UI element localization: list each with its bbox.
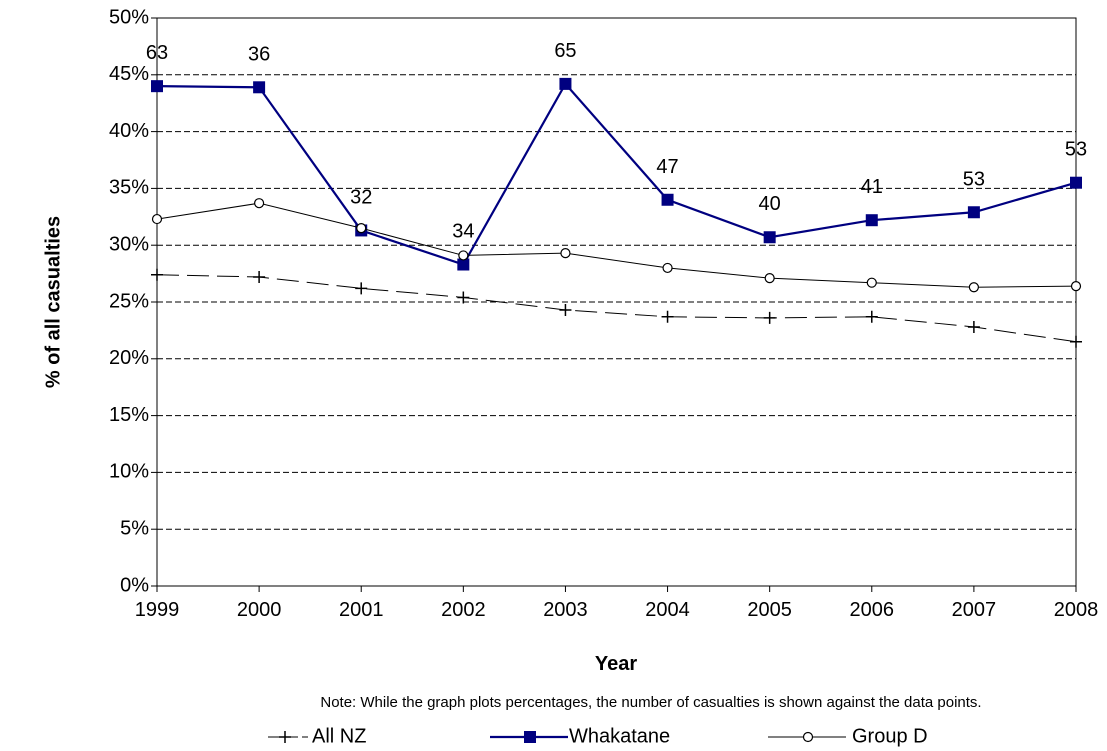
- series-group: [151, 77, 1082, 348]
- data-labels: 63 36 32 34 65 47 40 41 53 53: [146, 40, 1087, 243]
- x-axis-title: Year: [595, 653, 637, 675]
- data-label: 36: [248, 43, 270, 65]
- y-tick-label: 10%: [109, 461, 149, 483]
- data-point-all-nz: [763, 311, 776, 324]
- data-point-whakatane: [1070, 176, 1082, 189]
- data-point-all-nz: [253, 271, 266, 284]
- data-point-group-d: [254, 198, 265, 209]
- data-point-all-nz: [457, 291, 470, 304]
- data-point-group-d: [560, 248, 571, 259]
- data-point-whakatane: [457, 258, 470, 271]
- x-tick-label: 2006: [850, 599, 895, 621]
- data-point-whakatane: [559, 77, 572, 90]
- legend-item-group-d: Group D: [768, 725, 928, 747]
- y-axis: 0% 5% 10% 15% 20% 25% 30% 35% 40% 45% 50%: [109, 6, 157, 596]
- legend-label: All NZ: [312, 725, 366, 747]
- y-tick-label: 35%: [109, 177, 149, 199]
- y-tick-label: 15%: [109, 404, 149, 426]
- y-axis-title: % of all casualties: [42, 216, 64, 388]
- y-tick-label: 50%: [109, 6, 149, 28]
- series-all-nz: [151, 268, 1082, 348]
- series-line-all-nz: [156, 274, 1077, 343]
- data-point-whakatane: [967, 206, 980, 219]
- data-point-group-d: [968, 282, 979, 293]
- legend-marker: [802, 731, 814, 743]
- data-label: 40: [759, 193, 781, 215]
- y-tick-label: 5%: [120, 517, 149, 539]
- x-tick-label: 2004: [645, 599, 690, 621]
- legend-label: Whakatane: [569, 725, 670, 747]
- data-point-all-nz: [355, 282, 368, 295]
- legend-marker: [279, 731, 291, 743]
- legend-item-whakatane: Whakatane: [490, 725, 670, 747]
- x-tick-label: 1999: [135, 599, 180, 621]
- y-tick-label: 30%: [109, 233, 149, 255]
- data-point-whakatane: [661, 193, 674, 206]
- data-point-group-d: [458, 250, 469, 261]
- legend: All NZ Whakatane Group D: [268, 725, 928, 747]
- data-label: 65: [554, 40, 576, 62]
- data-point-all-nz: [151, 268, 163, 281]
- data-label: 47: [656, 156, 678, 178]
- x-tick-label: 2001: [339, 599, 384, 621]
- legend-item-all-nz: All NZ: [268, 725, 366, 747]
- data-label: 53: [963, 168, 985, 190]
- y-tick-label: 45%: [109, 63, 149, 85]
- gridlines: [157, 74, 1076, 530]
- y-tick-label: 40%: [109, 120, 149, 142]
- data-label: 32: [350, 186, 372, 208]
- chart-note: Note: While the graph plots percentages,…: [320, 694, 981, 711]
- x-tick-label: 2005: [747, 599, 792, 621]
- data-point-all-nz: [661, 310, 674, 323]
- data-point-all-nz: [559, 303, 572, 316]
- y-tick-label: 0%: [120, 574, 149, 596]
- data-point-whakatane: [151, 80, 163, 93]
- x-tick-label: 2003: [543, 599, 588, 621]
- data-point-group-d: [1070, 280, 1082, 292]
- data-label: 34: [452, 221, 474, 243]
- data-point-group-d: [662, 262, 673, 274]
- y-tick-label: 25%: [109, 290, 149, 312]
- series-whakatane: [151, 77, 1082, 271]
- data-point-group-d: [151, 213, 163, 225]
- data-point-group-d: [356, 223, 367, 234]
- data-point-whakatane: [763, 231, 776, 244]
- series-line-whakatane: [156, 82, 1077, 266]
- legend-marker: [524, 731, 536, 743]
- x-tick-label: 2000: [237, 599, 282, 621]
- series-line-group-d: [156, 202, 1077, 288]
- data-label: 53: [1065, 139, 1087, 161]
- data-point-group-d: [764, 273, 775, 284]
- data-point-all-nz: [967, 320, 980, 333]
- series-group-d: [151, 198, 1082, 293]
- x-tick-label: 2007: [952, 599, 997, 621]
- x-tick-label: 2002: [441, 599, 486, 621]
- legend-label: Group D: [852, 725, 928, 747]
- y-tick-label: 20%: [109, 347, 149, 369]
- x-tick-label: 2008: [1054, 599, 1099, 621]
- data-point-group-d: [866, 277, 877, 288]
- data-label: 41: [861, 176, 883, 198]
- data-point-whakatane: [253, 81, 266, 94]
- data-point-whakatane: [865, 214, 878, 227]
- data-label: 63: [146, 42, 168, 64]
- data-point-all-nz: [1070, 335, 1082, 348]
- x-axis: 1999 2000 2001 2002 2003 2004 2005 2006 2007 2008: [135, 586, 1099, 621]
- data-point-all-nz: [865, 310, 878, 323]
